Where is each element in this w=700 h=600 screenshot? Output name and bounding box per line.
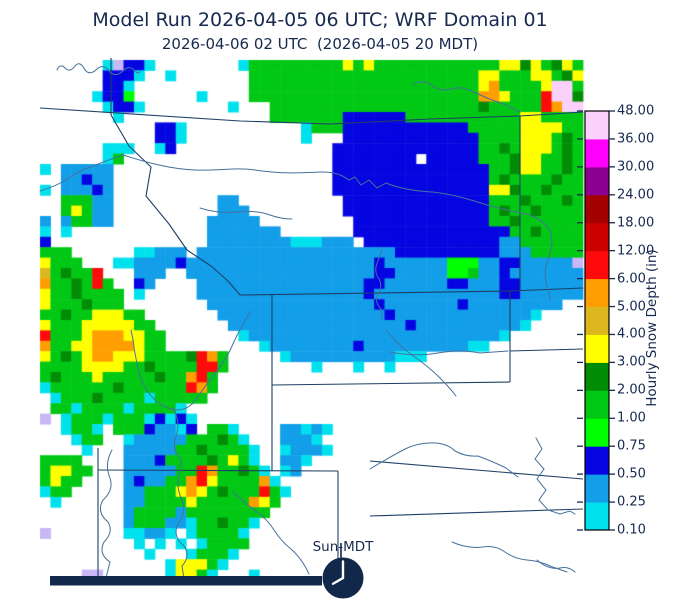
- rivers: [39, 63, 576, 580]
- colorbar-tick-label: 48.00: [617, 103, 655, 119]
- time-progress-bar[interactable]: [50, 576, 322, 586]
- colorbar-segment: [585, 306, 609, 335]
- clock-hour-hand: [331, 576, 345, 585]
- colorbar-tick-label: 5.00: [617, 299, 646, 315]
- state-border-line: [110, 114, 241, 296]
- timeline-day-label: Sun-MDT: [312, 539, 374, 555]
- river-line: [199, 207, 293, 220]
- colorbar-segment: [585, 194, 609, 224]
- colorbar: [577, 110, 615, 531]
- colorbar-tick-label: 0.50: [617, 466, 646, 482]
- state-border-line: [39, 107, 584, 125]
- colorbar-segment: [585, 334, 609, 363]
- river-line: [412, 81, 521, 113]
- colorbar-segment: [585, 474, 609, 503]
- clock-icon[interactable]: [322, 557, 364, 599]
- river-line: [375, 249, 383, 321]
- river-line: [39, 154, 124, 192]
- colorbar-tick-label: 18.00: [617, 215, 655, 231]
- river-line: [534, 437, 576, 515]
- river-line: [232, 491, 310, 575]
- river-line: [172, 407, 188, 580]
- state-border-line: [509, 348, 584, 352]
- colorbar-segment: [585, 166, 609, 196]
- river-line: [536, 559, 576, 573]
- river-line: [130, 310, 252, 411]
- colorbar-tick-label: 36.00: [617, 131, 655, 147]
- river-line: [389, 350, 509, 356]
- colorbar-tick-label: 4.00: [617, 326, 646, 342]
- timeline: [50, 543, 364, 599]
- river-line: [451, 541, 568, 573]
- colorbar-segment: [585, 278, 609, 308]
- colorbar-axis-label: Hourly Snow Depth (in): [644, 249, 660, 407]
- river-line: [56, 63, 141, 76]
- colorbar-segment: [585, 446, 609, 475]
- colorbar-tick-label: 6.00: [617, 271, 646, 287]
- river-line: [385, 329, 457, 397]
- colorbar-segment: [585, 362, 609, 391]
- river-line: [122, 154, 553, 301]
- state-border-line: [509, 287, 584, 292]
- river-line: [369, 442, 519, 478]
- state-border-line: [97, 469, 339, 472]
- river-line: [99, 449, 113, 579]
- colorbar-tick-label: 0.25: [617, 494, 646, 510]
- colorbar-tick-label: 1.00: [617, 410, 646, 426]
- colorbar-segment: [585, 502, 609, 531]
- state-border-line: [369, 508, 584, 517]
- colorbar-tick-label: 30.00: [617, 159, 655, 175]
- state-border-line: [239, 290, 511, 296]
- colorbar-tick-label: 2.00: [617, 382, 646, 398]
- colorbar-segment: [585, 138, 609, 168]
- colorbar-segment: [585, 390, 609, 419]
- colorbar-tick-label: 0.10: [617, 522, 646, 538]
- colorbar-tick-label: 0.75: [617, 438, 646, 454]
- colorbar-tick-label: 3.00: [617, 354, 646, 370]
- colorbar-tick-label: 24.00: [617, 187, 655, 203]
- colorbar-frame: [584, 110, 610, 531]
- colorbar-segment: [585, 111, 609, 140]
- colorbar-segment: [585, 418, 609, 447]
- state-border-line: [271, 381, 511, 386]
- state-border-line: [369, 460, 584, 480]
- colorbar-tick-label: 12.00: [617, 243, 655, 259]
- colorbar-segment: [585, 222, 609, 252]
- state-borders: [39, 58, 584, 580]
- colorbar-segment: [585, 250, 609, 280]
